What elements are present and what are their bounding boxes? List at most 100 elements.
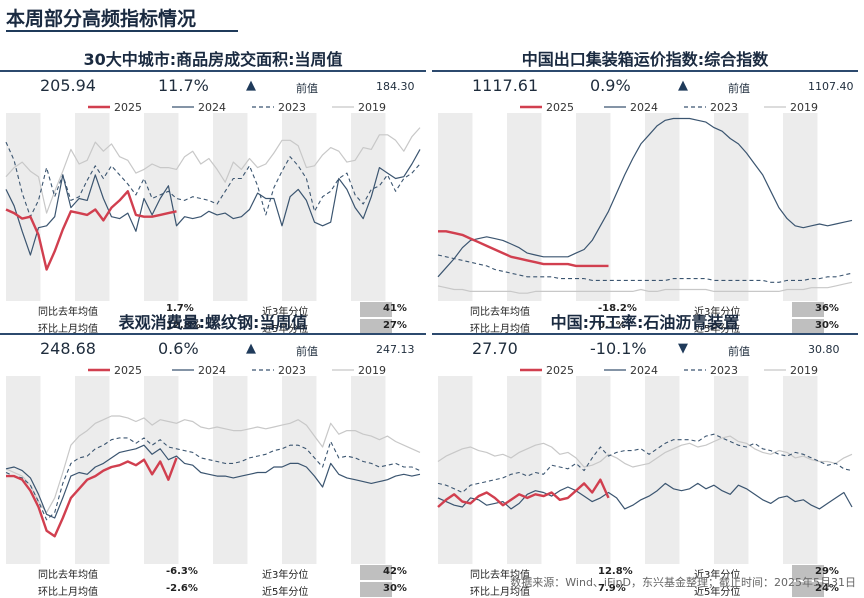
pct3-value: 41%	[383, 303, 407, 314]
series-line-2024	[5, 444, 421, 519]
pct3-value: 42%	[383, 566, 407, 577]
legend-item-2024: 2024	[604, 364, 658, 377]
pct5-value: 30%	[383, 583, 407, 594]
month-band	[351, 113, 386, 301]
mom-label: 环比上月均值	[38, 587, 98, 598]
pct3-label: 近3年分位	[694, 307, 741, 318]
series-line-2023	[5, 437, 421, 521]
pct3-bar	[360, 565, 392, 580]
series-line-2024	[437, 482, 853, 510]
mom-label: 环比上月均值	[470, 587, 530, 598]
legend-item-2024: 2024	[172, 101, 226, 114]
pct5-label: 近5年分位	[694, 324, 741, 335]
month-band	[282, 376, 317, 564]
month-band	[507, 113, 542, 301]
legend-label: 2019	[358, 101, 386, 114]
current-value: 248.68	[40, 339, 96, 358]
month-band	[438, 376, 473, 564]
legend-label: 2023	[278, 101, 306, 114]
series-line-2023	[437, 254, 853, 283]
legend-item-2019: 2019	[332, 101, 386, 114]
mom-value: 12.8%	[166, 320, 201, 331]
series-line-2019	[5, 127, 421, 214]
pct3-label: 近3年分位	[262, 570, 309, 581]
series-line-2025	[437, 478, 610, 508]
change-percent: -10.1%	[590, 339, 647, 358]
line-chart: 2025 2024 2023 2019	[437, 364, 853, 564]
legend-item-2019: 2019	[332, 364, 386, 377]
legend-label: 2024	[630, 101, 658, 114]
chart-panel-housing: 30大中城市:商品房成交面积:当周值 205.94 11.7% ▲ 前值 184.30 20…	[0, 46, 426, 335]
prev-value: 247.13	[376, 343, 415, 356]
pct5-bar	[360, 582, 392, 597]
month-band	[213, 113, 248, 301]
month-band	[75, 113, 110, 301]
series-line-2024	[437, 117, 853, 278]
legend-item-2019: 2019	[764, 364, 818, 377]
down-arrow-icon: ▼	[678, 341, 688, 356]
month-band	[438, 113, 473, 301]
legend-item-2023: 2023	[684, 364, 738, 377]
pct3-label: 近3年分位	[262, 307, 309, 318]
series-line-2019	[5, 415, 421, 514]
prev-value: 30.80	[808, 343, 840, 356]
series-line-2025	[438, 230, 609, 268]
legend-label: 2025	[546, 101, 574, 114]
panel-title: 表观消费量:螺纹钢:当周值	[118, 313, 308, 332]
legend-label: 2019	[790, 364, 818, 377]
series-line-2023	[5, 141, 421, 218]
mom-label: 环比上月均值	[38, 324, 98, 335]
yoy-value: 12.8%	[598, 566, 633, 577]
title-underline	[6, 30, 238, 32]
line-chart: 2025 2024 2023 2019	[437, 101, 853, 301]
yoy-label: 同比去年均值	[38, 570, 98, 581]
month-band	[144, 113, 179, 301]
panel-title: 中国:开工率:石油沥青装置	[550, 313, 740, 332]
prev-value: 1107.40	[808, 80, 854, 93]
change-percent: 11.7%	[158, 76, 209, 95]
mom-label: 环比上月均值	[470, 324, 530, 335]
pct5-label: 近5年分位	[694, 587, 741, 598]
panel-title-rule	[432, 70, 858, 72]
series-line-2019	[437, 281, 853, 294]
legend-item-2023: 2023	[252, 101, 306, 114]
up-arrow-icon: ▲	[678, 78, 688, 93]
legend-item-2024: 2024	[172, 364, 226, 377]
pct5-label: 近5年分位	[262, 587, 309, 598]
panel-title-rule	[0, 70, 426, 72]
legend-item-2025: 2025	[88, 101, 142, 114]
legend-label: 2019	[358, 364, 386, 377]
series-line-2025	[5, 190, 177, 271]
yoy-value: 1.7%	[166, 303, 194, 314]
legend-item-2025: 2025	[520, 364, 574, 377]
chart-panel-rebar: 表观消费量:螺纹钢:当周值 248.68 0.6% ▲ 前值 247.13 2025 2024…	[0, 309, 426, 598]
pct3-value: 36%	[815, 303, 839, 314]
legend-item-2025: 2025	[88, 364, 142, 377]
pct5-label: 近5年分位	[262, 324, 309, 335]
mom-value: -2.6%	[166, 583, 198, 594]
month-band	[6, 376, 41, 564]
page-title: 本周部分高频指标情况	[6, 8, 197, 30]
legend-label: 2024	[198, 101, 226, 114]
panel-title: 30大中城市:商品房成交面积:当周值	[83, 50, 343, 69]
month-band	[576, 113, 611, 301]
yoy-label: 同比去年均值	[470, 570, 530, 581]
change-percent: 0.9%	[590, 76, 631, 95]
up-arrow-icon: ▲	[246, 78, 256, 93]
month-band	[783, 113, 818, 301]
pct5-bar	[792, 582, 824, 597]
legend-item-2024: 2024	[604, 101, 658, 114]
month-band	[714, 113, 749, 301]
up-arrow-icon: ▲	[246, 341, 256, 356]
legend-label: 2024	[630, 364, 658, 377]
yoy-value: -18.2%	[598, 303, 637, 314]
legend-label: 2023	[710, 364, 738, 377]
panel-title-rule	[0, 333, 426, 335]
chart-panel-freight: 中国出口集装箱运价指数:综合指数 1117.61 0.9% ▲ 前值 1107.40 202…	[432, 46, 858, 335]
panel-title-rule	[432, 333, 858, 335]
month-band	[213, 376, 248, 564]
pct3-bar	[360, 302, 392, 317]
line-chart: 2025 2024 2023 2019	[5, 101, 421, 301]
mom-value: 7.9%	[598, 583, 626, 594]
legend-label: 2023	[278, 364, 306, 377]
